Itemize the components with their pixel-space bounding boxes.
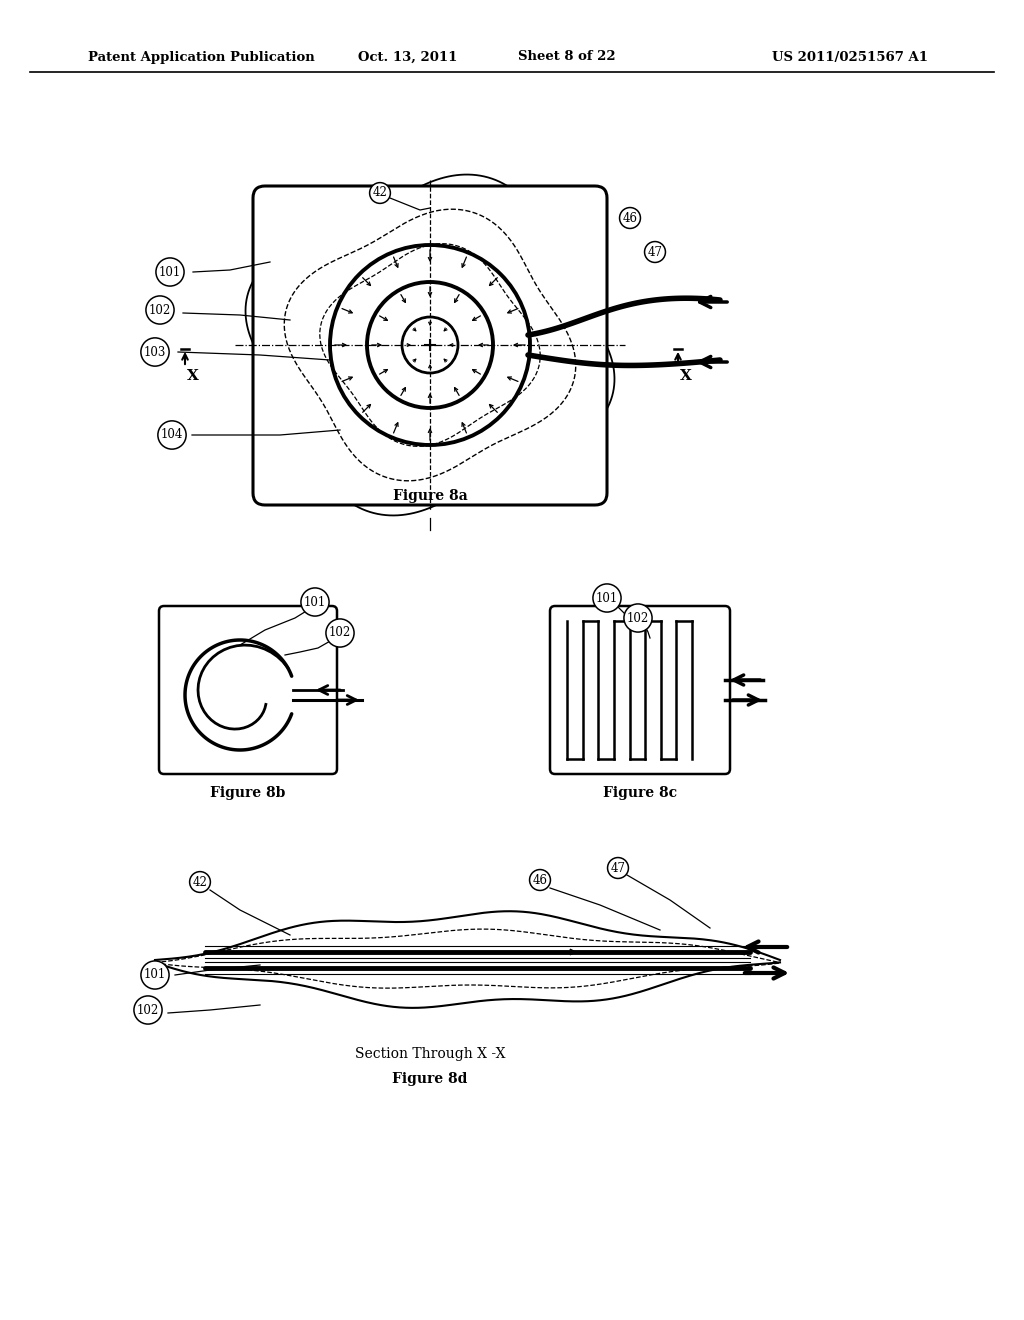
Text: 42: 42 bbox=[193, 875, 208, 888]
Text: Figure 8a: Figure 8a bbox=[392, 488, 467, 503]
FancyBboxPatch shape bbox=[253, 186, 607, 506]
FancyBboxPatch shape bbox=[550, 606, 730, 774]
Text: 102: 102 bbox=[627, 611, 649, 624]
Text: US 2011/0251567 A1: US 2011/0251567 A1 bbox=[772, 50, 928, 63]
FancyBboxPatch shape bbox=[159, 606, 337, 774]
Text: 101: 101 bbox=[304, 595, 326, 609]
Text: Oct. 13, 2011: Oct. 13, 2011 bbox=[358, 50, 458, 63]
Text: 46: 46 bbox=[532, 874, 548, 887]
Text: 101: 101 bbox=[596, 591, 618, 605]
Text: 101: 101 bbox=[159, 265, 181, 279]
Text: X: X bbox=[680, 370, 692, 383]
Text: 104: 104 bbox=[161, 429, 183, 441]
Text: Figure 8c: Figure 8c bbox=[603, 785, 677, 800]
Text: Figure 8b: Figure 8b bbox=[210, 785, 286, 800]
Text: 46: 46 bbox=[623, 211, 638, 224]
Text: 102: 102 bbox=[137, 1003, 159, 1016]
Text: 42: 42 bbox=[373, 186, 387, 199]
Text: 102: 102 bbox=[148, 304, 171, 317]
Text: 103: 103 bbox=[143, 346, 166, 359]
Text: 101: 101 bbox=[144, 969, 166, 982]
Text: Sheet 8 of 22: Sheet 8 of 22 bbox=[518, 50, 615, 63]
Text: 47: 47 bbox=[610, 862, 626, 874]
Text: X: X bbox=[187, 370, 199, 383]
Text: Section Through X -X: Section Through X -X bbox=[354, 1047, 505, 1061]
Text: Figure 8d: Figure 8d bbox=[392, 1072, 468, 1086]
Text: Patent Application Publication: Patent Application Publication bbox=[88, 50, 314, 63]
Text: 47: 47 bbox=[647, 246, 663, 259]
Text: 102: 102 bbox=[329, 627, 351, 639]
